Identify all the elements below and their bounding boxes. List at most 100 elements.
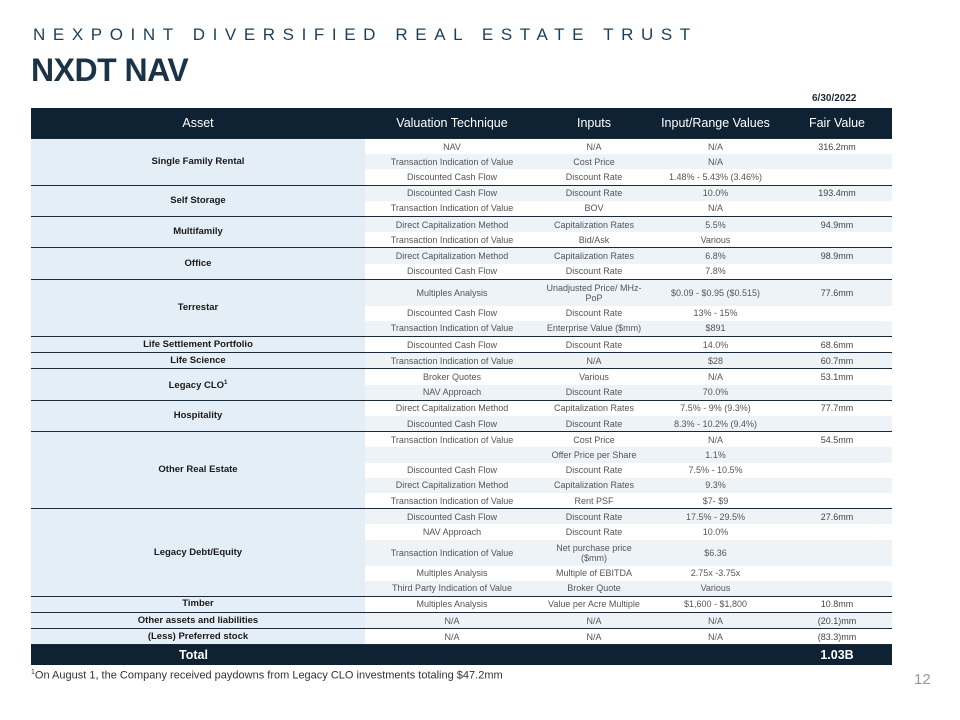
valuation-technique-cell: Multiples Analysis — [365, 565, 539, 581]
table-row: NAV Approach Discount Rate 70.0% — [31, 384, 892, 401]
valuation-technique-cell: Transaction Indication of Value — [365, 539, 539, 566]
fair-value-cell: 77.6mm — [782, 278, 892, 306]
inputs-cell: Capitalization Rates — [539, 247, 649, 264]
inputs-cell: N/A — [539, 352, 649, 369]
table-row: Other assets and liabilities N/A N/A N/A (20… — [31, 612, 892, 629]
fair-value-cell — [782, 416, 892, 432]
table-row: Terrestar Multiples Analysis Unadjusted Pr… — [31, 278, 892, 337]
valuation-technique-cell: Discounted Cash Flow — [365, 305, 539, 321]
table-row: Legacy CLO1 Broker Quotes Various N/A 53.1mm — [31, 368, 892, 401]
inputs-cell: Capitalization Rates — [539, 399, 649, 416]
input-range-values-cell: 70.0% — [649, 384, 782, 401]
footnote-text: On August 1, the Company received paydow… — [34, 669, 503, 682]
input-range-values-cell: Various — [649, 232, 782, 248]
asset-name: Terrestar — [177, 301, 219, 313]
valuation-technique-cell: Transaction Indication of Value — [365, 232, 539, 248]
valuation-technique-cell: Discounted Cash Flow — [365, 263, 539, 280]
input-range-values-cell: 13% - 15% — [649, 305, 782, 321]
table-row: Single Family Rental NAV N/A N/A 316.2mm — [31, 138, 892, 186]
valuation-technique-cell — [365, 447, 539, 463]
valuation-technique-cell: Direct Capitalization Method — [365, 215, 539, 233]
fair-value-cell — [782, 305, 892, 321]
fair-value-cell: 60.7mm — [782, 352, 892, 369]
inputs-cell: Enterprise Value ($mm) — [539, 320, 649, 337]
table-row: Transaction Indication of Value Enterpris… — [31, 320, 892, 337]
inputs-cell: Rent PSF — [539, 492, 649, 509]
valuation-technique-cell: Discounted Cash Flow — [365, 336, 539, 353]
input-range-values-cell: $7- $9 — [649, 492, 782, 509]
company-supertitle: NEXPOINT DIVERSIFIED REAL ESTATE TRUST — [33, 25, 698, 44]
asset-name: Timber — [182, 598, 214, 610]
input-range-values-cell: N/A — [649, 138, 782, 155]
asset-cell: Legacy CLO1 — [31, 368, 365, 401]
fair-value-cell: 193.4mm — [782, 184, 892, 201]
input-range-values-cell: 1.48% - 5.43% (3.46%) — [649, 169, 782, 186]
fair-value-cell: (83.3)mm — [782, 628, 892, 645]
fair-value-cell: (20.1)mm — [782, 612, 892, 629]
asset-cell: (Less) Preferred stock — [31, 628, 365, 645]
valuation-technique-cell: N/A — [365, 628, 539, 645]
valuation-technique-cell: Direct Capitalization Method — [365, 399, 539, 416]
input-range-values-cell: 7.8% — [649, 263, 782, 280]
valuation-technique-cell: Direct Capitalization Method — [365, 477, 539, 493]
valuation-technique-cell: Transaction Indication of Value — [365, 352, 539, 369]
table-row: Life Settlement Portfolio Discounted Cash… — [31, 336, 892, 353]
fair-value-cell — [782, 200, 892, 217]
input-range-values-cell: 14.0% — [649, 336, 782, 353]
table-row: Transaction Indication of Value Bid/Ask Va… — [31, 232, 892, 248]
fair-value-cell — [782, 580, 892, 597]
inputs-cell: Discount Rate — [539, 169, 649, 186]
asset-name: Self Storage — [170, 194, 226, 206]
inputs-cell: Cost Price — [539, 154, 649, 170]
table-row: (Less) Preferred stock N/A N/A N/A (83.3)mm — [31, 628, 892, 645]
valuation-technique-cell: Discounted Cash Flow — [365, 508, 539, 525]
valuation-technique-cell: NAV — [365, 138, 539, 155]
asset-footnote-marker: 1 — [224, 380, 228, 387]
table-row: Office Direct Capitalization Method Capita… — [31, 247, 892, 280]
fair-value-cell — [782, 447, 892, 463]
total-spacer — [649, 644, 782, 666]
inputs-cell: BOV — [539, 200, 649, 217]
table-header-row: Asset Valuation Technique Inputs Input/R… — [31, 108, 892, 139]
table-row: Discounted Cash Flow Discount Rate 7.8% — [31, 263, 892, 280]
inputs-cell: Discount Rate — [539, 184, 649, 201]
fair-value-cell — [782, 154, 892, 170]
footnote: 1On August 1, the Company received paydo… — [31, 669, 503, 682]
asset-cell: Other Real Estate — [31, 431, 365, 509]
column-header-asset: Asset — [31, 108, 365, 139]
inputs-cell: Bid/Ask — [539, 232, 649, 248]
footnote-marker: 1 — [31, 669, 35, 676]
input-range-values-cell: $891 — [649, 320, 782, 337]
input-range-values-cell: 7.5% - 9% (9.3%) — [649, 399, 782, 416]
fair-value-cell: 68.6mm — [782, 336, 892, 353]
total-spacer — [539, 644, 649, 666]
column-header-inputs: Inputs — [539, 108, 649, 139]
inputs-cell: Unadjusted Price/ MHz-PoP — [539, 278, 649, 306]
table-row: Transaction Indication of Value Cost Pric… — [31, 154, 892, 170]
input-range-values-cell: 7.5% - 10.5% — [649, 462, 782, 478]
inputs-cell: Discount Rate — [539, 524, 649, 540]
input-range-values-cell: 5.5% — [649, 215, 782, 233]
input-range-values-cell: N/A — [649, 628, 782, 645]
valuation-technique-cell: Discounted Cash Flow — [365, 169, 539, 186]
valuation-technique-cell: Discounted Cash Flow — [365, 184, 539, 201]
page-number: 12 — [914, 671, 931, 688]
inputs-cell: Discount Rate — [539, 416, 649, 432]
asset-name: Hospitality — [173, 410, 223, 421]
valuation-technique-cell: Broker Quotes — [365, 368, 539, 385]
input-range-values-cell: $6.36 — [649, 539, 782, 566]
valuation-date: 6/30/2022 — [812, 93, 857, 104]
fair-value-cell — [782, 169, 892, 186]
fair-value-cell: 53.1mm — [782, 368, 892, 385]
page-title: NXDT NAV — [31, 52, 189, 88]
inputs-cell: N/A — [539, 612, 649, 629]
input-range-values-cell: 2.75x -3.75x — [649, 565, 782, 581]
input-range-values-cell: 1.1% — [649, 447, 782, 463]
asset-cell: Timber — [31, 595, 365, 613]
asset-name: (Less) Preferred stock — [147, 630, 249, 642]
input-range-values-cell: N/A — [649, 368, 782, 385]
table-row: Discounted Cash Flow Discount Rate 13% - 1… — [31, 305, 892, 321]
fair-value-cell: 77.7mm — [782, 399, 892, 416]
inputs-cell: Discount Rate — [539, 384, 649, 401]
input-range-values-cell: 6.8% — [649, 247, 782, 264]
